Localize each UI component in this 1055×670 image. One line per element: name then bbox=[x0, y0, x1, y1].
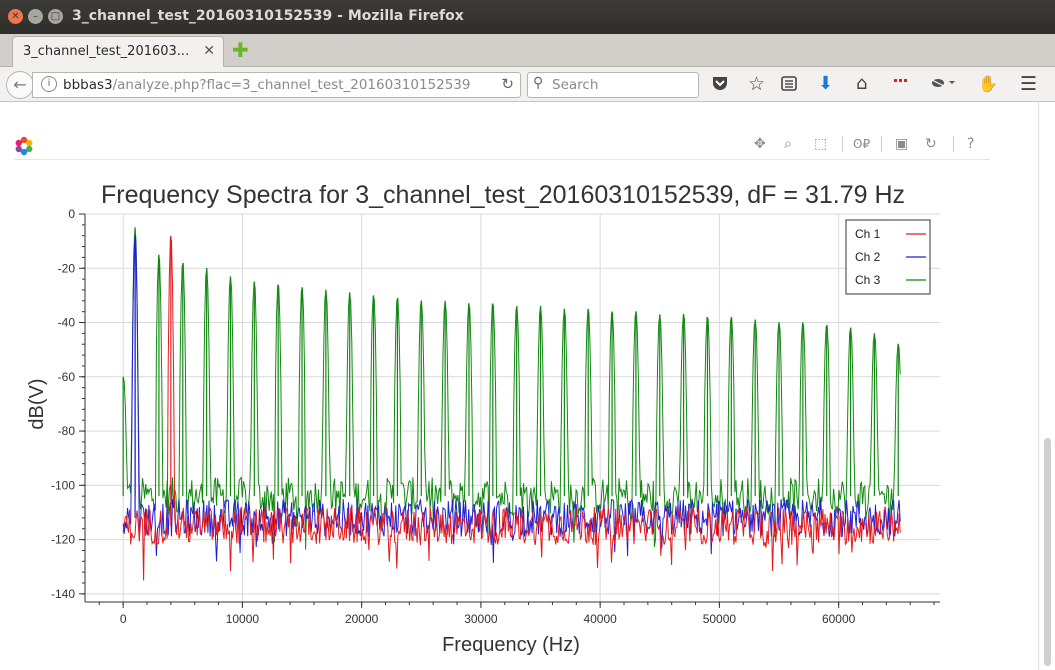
x-tick-label: 50000 bbox=[703, 612, 737, 626]
x-tick-label: 10000 bbox=[226, 612, 260, 626]
extension-hand-icon[interactable]: ✋ bbox=[978, 74, 998, 93]
chart-title: Frequency Spectra for 3_channel_test_201… bbox=[101, 181, 905, 209]
toolbar-divider bbox=[881, 136, 882, 152]
y-tick-label: -20 bbox=[58, 261, 76, 275]
y-tick-label: -140 bbox=[51, 587, 75, 601]
window-titlebar: ✕ – □ 3_channel_test_20160310152539 - Mo… bbox=[0, 0, 1055, 34]
y-tick-label: -100 bbox=[51, 478, 75, 492]
extension-bug-icon[interactable] bbox=[930, 74, 956, 97]
y-axis-label: dB(V) bbox=[26, 378, 48, 429]
reload-icon[interactable]: ↻ bbox=[501, 75, 514, 93]
series-line-ch-1 bbox=[122, 236, 901, 581]
series-line-ch-2 bbox=[122, 235, 901, 563]
help-tool-icon[interactable]: ? bbox=[967, 136, 975, 152]
x-tick-label: 40000 bbox=[583, 612, 617, 626]
reset-tool-icon[interactable]: ↻ bbox=[925, 136, 937, 152]
x-tick-label: 60000 bbox=[822, 612, 856, 626]
chart-series-layer bbox=[122, 227, 901, 581]
hamburger-menu-icon[interactable]: ☰ bbox=[1020, 73, 1038, 95]
navigation-toolbar: ← i bbbas3/analyze.php?flac=3_channel_te… bbox=[0, 67, 1055, 102]
legend-label: Ch 1 bbox=[855, 227, 881, 241]
x-tick-label: 30000 bbox=[464, 612, 498, 626]
bokeh-logo-icon[interactable] bbox=[14, 136, 34, 156]
toolbar-divider bbox=[953, 136, 954, 152]
reading-list-icon[interactable] bbox=[780, 74, 798, 97]
tab-close-icon[interactable]: ✕ bbox=[203, 43, 215, 59]
scrollbar-thumb[interactable] bbox=[1044, 438, 1051, 666]
bookmark-star-icon[interactable]: ☆ bbox=[748, 73, 766, 95]
search-icon: ⚲ bbox=[533, 75, 544, 91]
tab-bar: 3_channel_test_201603... ✕ ✚ bbox=[0, 34, 1055, 67]
y-tick-label: -60 bbox=[58, 370, 76, 384]
save-tool-icon[interactable]: ▣ bbox=[895, 136, 909, 152]
wheel-zoom-tool-icon[interactable]: ⌕ bbox=[784, 136, 792, 152]
legend-label: Ch 3 bbox=[855, 273, 881, 287]
tab-analyze[interactable]: 3_channel_test_201603... ✕ bbox=[12, 36, 224, 67]
window-title: 3_channel_test_20160310152539 - Mozilla … bbox=[72, 8, 464, 24]
info-icon[interactable]: i bbox=[41, 76, 57, 92]
search-input[interactable]: ⚲ Search bbox=[527, 72, 699, 98]
vertical-scrollbar[interactable] bbox=[1038, 102, 1055, 670]
frequency-spectra-chart[interactable]: Frequency Spectra for 3_channel_test_201… bbox=[0, 102, 1038, 670]
window-close-button[interactable]: ✕ bbox=[8, 9, 23, 24]
chart-legend: Ch 1 Ch 2 Ch 3 bbox=[845, 219, 931, 295]
url-path: /analyze.php?flac=3_channel_test_2016031… bbox=[112, 77, 471, 93]
toolbar-divider bbox=[842, 136, 843, 152]
url-bar[interactable]: i bbbas3/analyze.php?flac=3_channel_test… bbox=[32, 72, 521, 98]
url-text[interactable]: bbbas3/analyze.php?flac=3_channel_test_2… bbox=[63, 77, 471, 93]
extension-red-icon[interactable] bbox=[893, 72, 911, 92]
pan-tool-icon[interactable]: ✥ bbox=[754, 136, 766, 152]
search-placeholder: Search bbox=[552, 77, 599, 93]
x-tick-label: 20000 bbox=[345, 612, 379, 626]
legend-label: Ch 2 bbox=[855, 250, 881, 264]
series-line-ch-3 bbox=[122, 227, 901, 550]
pocket-icon[interactable] bbox=[711, 74, 729, 97]
new-tab-icon[interactable]: ✚ bbox=[232, 38, 249, 62]
home-icon[interactable]: ⌂ bbox=[856, 73, 868, 94]
tab-label: 3_channel_test_201603... bbox=[23, 44, 190, 59]
page-content: ✥ ⌕ ⬚ ʘ₽ ▣ ↻ ? Frequency Spectra for 3_c… bbox=[0, 102, 1038, 670]
x-axis-label: Frequency (Hz) bbox=[442, 634, 580, 656]
back-arrow-icon[interactable]: ← bbox=[6, 71, 34, 99]
chart-axes: 0 10000 20000 30000 40000 50000 60000 0 -20 -40 -6… bbox=[51, 207, 940, 626]
toolbar-divider-line bbox=[14, 159, 990, 160]
y-tick-label: -40 bbox=[58, 316, 76, 330]
hover-tool-icon[interactable]: ʘ₽ bbox=[853, 137, 871, 151]
y-tick-label: -120 bbox=[51, 533, 75, 547]
box-zoom-tool-icon[interactable]: ⬚ bbox=[814, 136, 828, 152]
y-tick-label: 0 bbox=[68, 207, 75, 221]
url-host: bbbas3 bbox=[63, 77, 113, 93]
download-icon[interactable]: ⬇ bbox=[818, 73, 834, 94]
x-tick-label: 0 bbox=[120, 612, 127, 626]
y-tick-label: -80 bbox=[58, 424, 76, 438]
window-minimize-button[interactable]: – bbox=[28, 9, 43, 24]
window-maximize-button[interactable]: □ bbox=[48, 9, 63, 24]
